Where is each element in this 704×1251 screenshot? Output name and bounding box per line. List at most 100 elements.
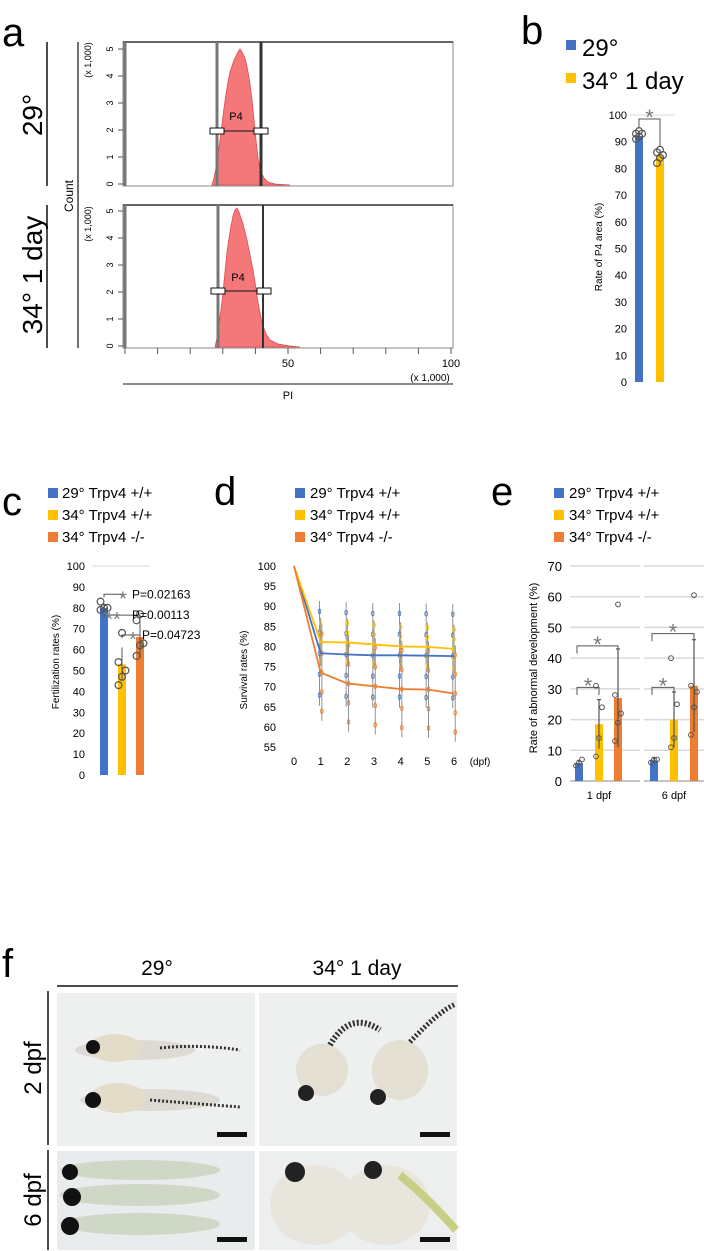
y-tick-label: 85 bbox=[264, 621, 276, 633]
significance-star: * bbox=[645, 105, 654, 130]
y-tick-label: 20 bbox=[615, 324, 627, 336]
legend-swatch-orange bbox=[554, 532, 564, 542]
x-tick-label: 6 bbox=[451, 756, 457, 768]
gate-handle bbox=[210, 287, 226, 295]
data-point bbox=[121, 666, 130, 675]
data-point bbox=[668, 744, 674, 751]
data-point bbox=[117, 672, 126, 681]
y-tick-label: 0 bbox=[105, 343, 115, 348]
y-axis-label: Survival rates (%) bbox=[239, 631, 250, 710]
photo-29-2dpf bbox=[57, 993, 255, 1146]
legend-swatch-yellow bbox=[295, 510, 305, 520]
significance-star: * bbox=[593, 632, 602, 657]
column-label-34: 34° 1 day bbox=[313, 957, 402, 980]
gate-label-bottom: P4 bbox=[231, 272, 244, 284]
data-point bbox=[346, 719, 351, 725]
series-line bbox=[293, 565, 455, 695]
data-point bbox=[451, 611, 455, 617]
y-tick-label: 10 bbox=[615, 350, 627, 362]
bar bbox=[650, 760, 658, 781]
y-tick-label: 80 bbox=[615, 163, 627, 175]
legend-label-34: 34° 1 day bbox=[582, 68, 684, 95]
scale-label-top: (x 1,000) bbox=[83, 42, 93, 78]
y-tick-label: 90 bbox=[73, 582, 85, 594]
y-tick-label: 1 bbox=[105, 154, 115, 159]
bar bbox=[100, 607, 108, 775]
data-point bbox=[373, 722, 377, 728]
data-point bbox=[425, 634, 430, 640]
data-point bbox=[426, 648, 431, 654]
significance-star: * bbox=[659, 673, 668, 698]
data-point bbox=[397, 673, 402, 679]
data-point bbox=[453, 671, 457, 677]
data-point bbox=[320, 708, 324, 714]
legend-swatch-orange bbox=[295, 532, 305, 542]
y-tick-label: 75 bbox=[264, 662, 276, 674]
data-point bbox=[371, 673, 375, 679]
data-point bbox=[371, 694, 375, 700]
data-point bbox=[132, 651, 141, 660]
p-value-label: P=0.04723 bbox=[142, 628, 201, 642]
data-point bbox=[114, 658, 123, 667]
scale-bar bbox=[217, 1132, 247, 1137]
y-tick-label: 0 bbox=[79, 770, 85, 782]
legend-swatch-blue bbox=[566, 40, 576, 50]
legend-swatch-yellow bbox=[554, 510, 564, 520]
x-tick-50: 50 bbox=[282, 358, 294, 370]
series-line bbox=[293, 565, 455, 650]
data-point bbox=[344, 672, 348, 679]
y-tick-label: 3 bbox=[105, 100, 115, 105]
y-tick-label: 50 bbox=[615, 244, 627, 256]
data-point bbox=[132, 616, 141, 625]
panel-letter-f: f bbox=[2, 942, 14, 986]
data-point bbox=[320, 689, 324, 695]
data-point bbox=[694, 689, 700, 695]
bar bbox=[118, 664, 126, 775]
p-value-label: P=0.02163 bbox=[132, 587, 191, 601]
panel-c: 29° Trpv4 +/+ 34° Trpv4 +/+ 34° Trpv4 -/… bbox=[48, 485, 201, 782]
y-tick-label: 90 bbox=[615, 137, 627, 149]
bar bbox=[690, 685, 698, 781]
significance-bracket bbox=[651, 686, 675, 695]
y-tick-label: 0 bbox=[555, 774, 562, 789]
data-point bbox=[451, 674, 455, 680]
y-tick-label: 4 bbox=[105, 73, 115, 78]
gate-handle bbox=[209, 127, 225, 135]
data-point bbox=[593, 682, 599, 689]
data-point bbox=[400, 724, 404, 731]
data-point bbox=[345, 620, 350, 626]
y-tick-label: 5 bbox=[105, 208, 115, 213]
data-point bbox=[691, 704, 697, 711]
gate-handle bbox=[256, 287, 272, 295]
data-point bbox=[593, 753, 599, 760]
y-tick-label: 30 bbox=[548, 682, 562, 697]
photo-29-6dpf bbox=[57, 1151, 255, 1250]
scale-bar bbox=[420, 1237, 450, 1242]
panel-b: 29° 34° 1 day Rate of P4 area (%) 0 10 20 3… bbox=[566, 35, 684, 389]
significance-bracket bbox=[638, 118, 661, 148]
y-tick-label: 4 bbox=[105, 235, 115, 240]
column-label-29: 29° bbox=[141, 957, 173, 980]
data-point bbox=[615, 601, 621, 608]
data-point bbox=[451, 695, 455, 701]
data-point bbox=[579, 756, 585, 763]
data-point bbox=[424, 694, 428, 701]
y-tick-label: 60 bbox=[264, 722, 276, 734]
data-point bbox=[320, 631, 324, 637]
x-tick-label: 1 bbox=[318, 756, 324, 768]
data-point bbox=[114, 681, 123, 690]
legend-label: 34° Trpv4 +/+ bbox=[569, 507, 659, 524]
significance-bracket bbox=[576, 686, 600, 695]
data-point bbox=[453, 652, 457, 658]
histogram-frame-top bbox=[122, 41, 454, 187]
y-tick-label: 70 bbox=[615, 190, 627, 202]
p-value-label: P=0.00113 bbox=[132, 608, 190, 622]
data-point bbox=[576, 759, 582, 766]
significance-bracket bbox=[576, 645, 619, 654]
data-point bbox=[345, 630, 350, 636]
data-point bbox=[372, 632, 376, 638]
y-tick-label: 50 bbox=[73, 666, 85, 678]
data-point bbox=[424, 611, 428, 617]
histogram-29 bbox=[211, 48, 291, 186]
y-tick-label: 40 bbox=[615, 270, 627, 282]
